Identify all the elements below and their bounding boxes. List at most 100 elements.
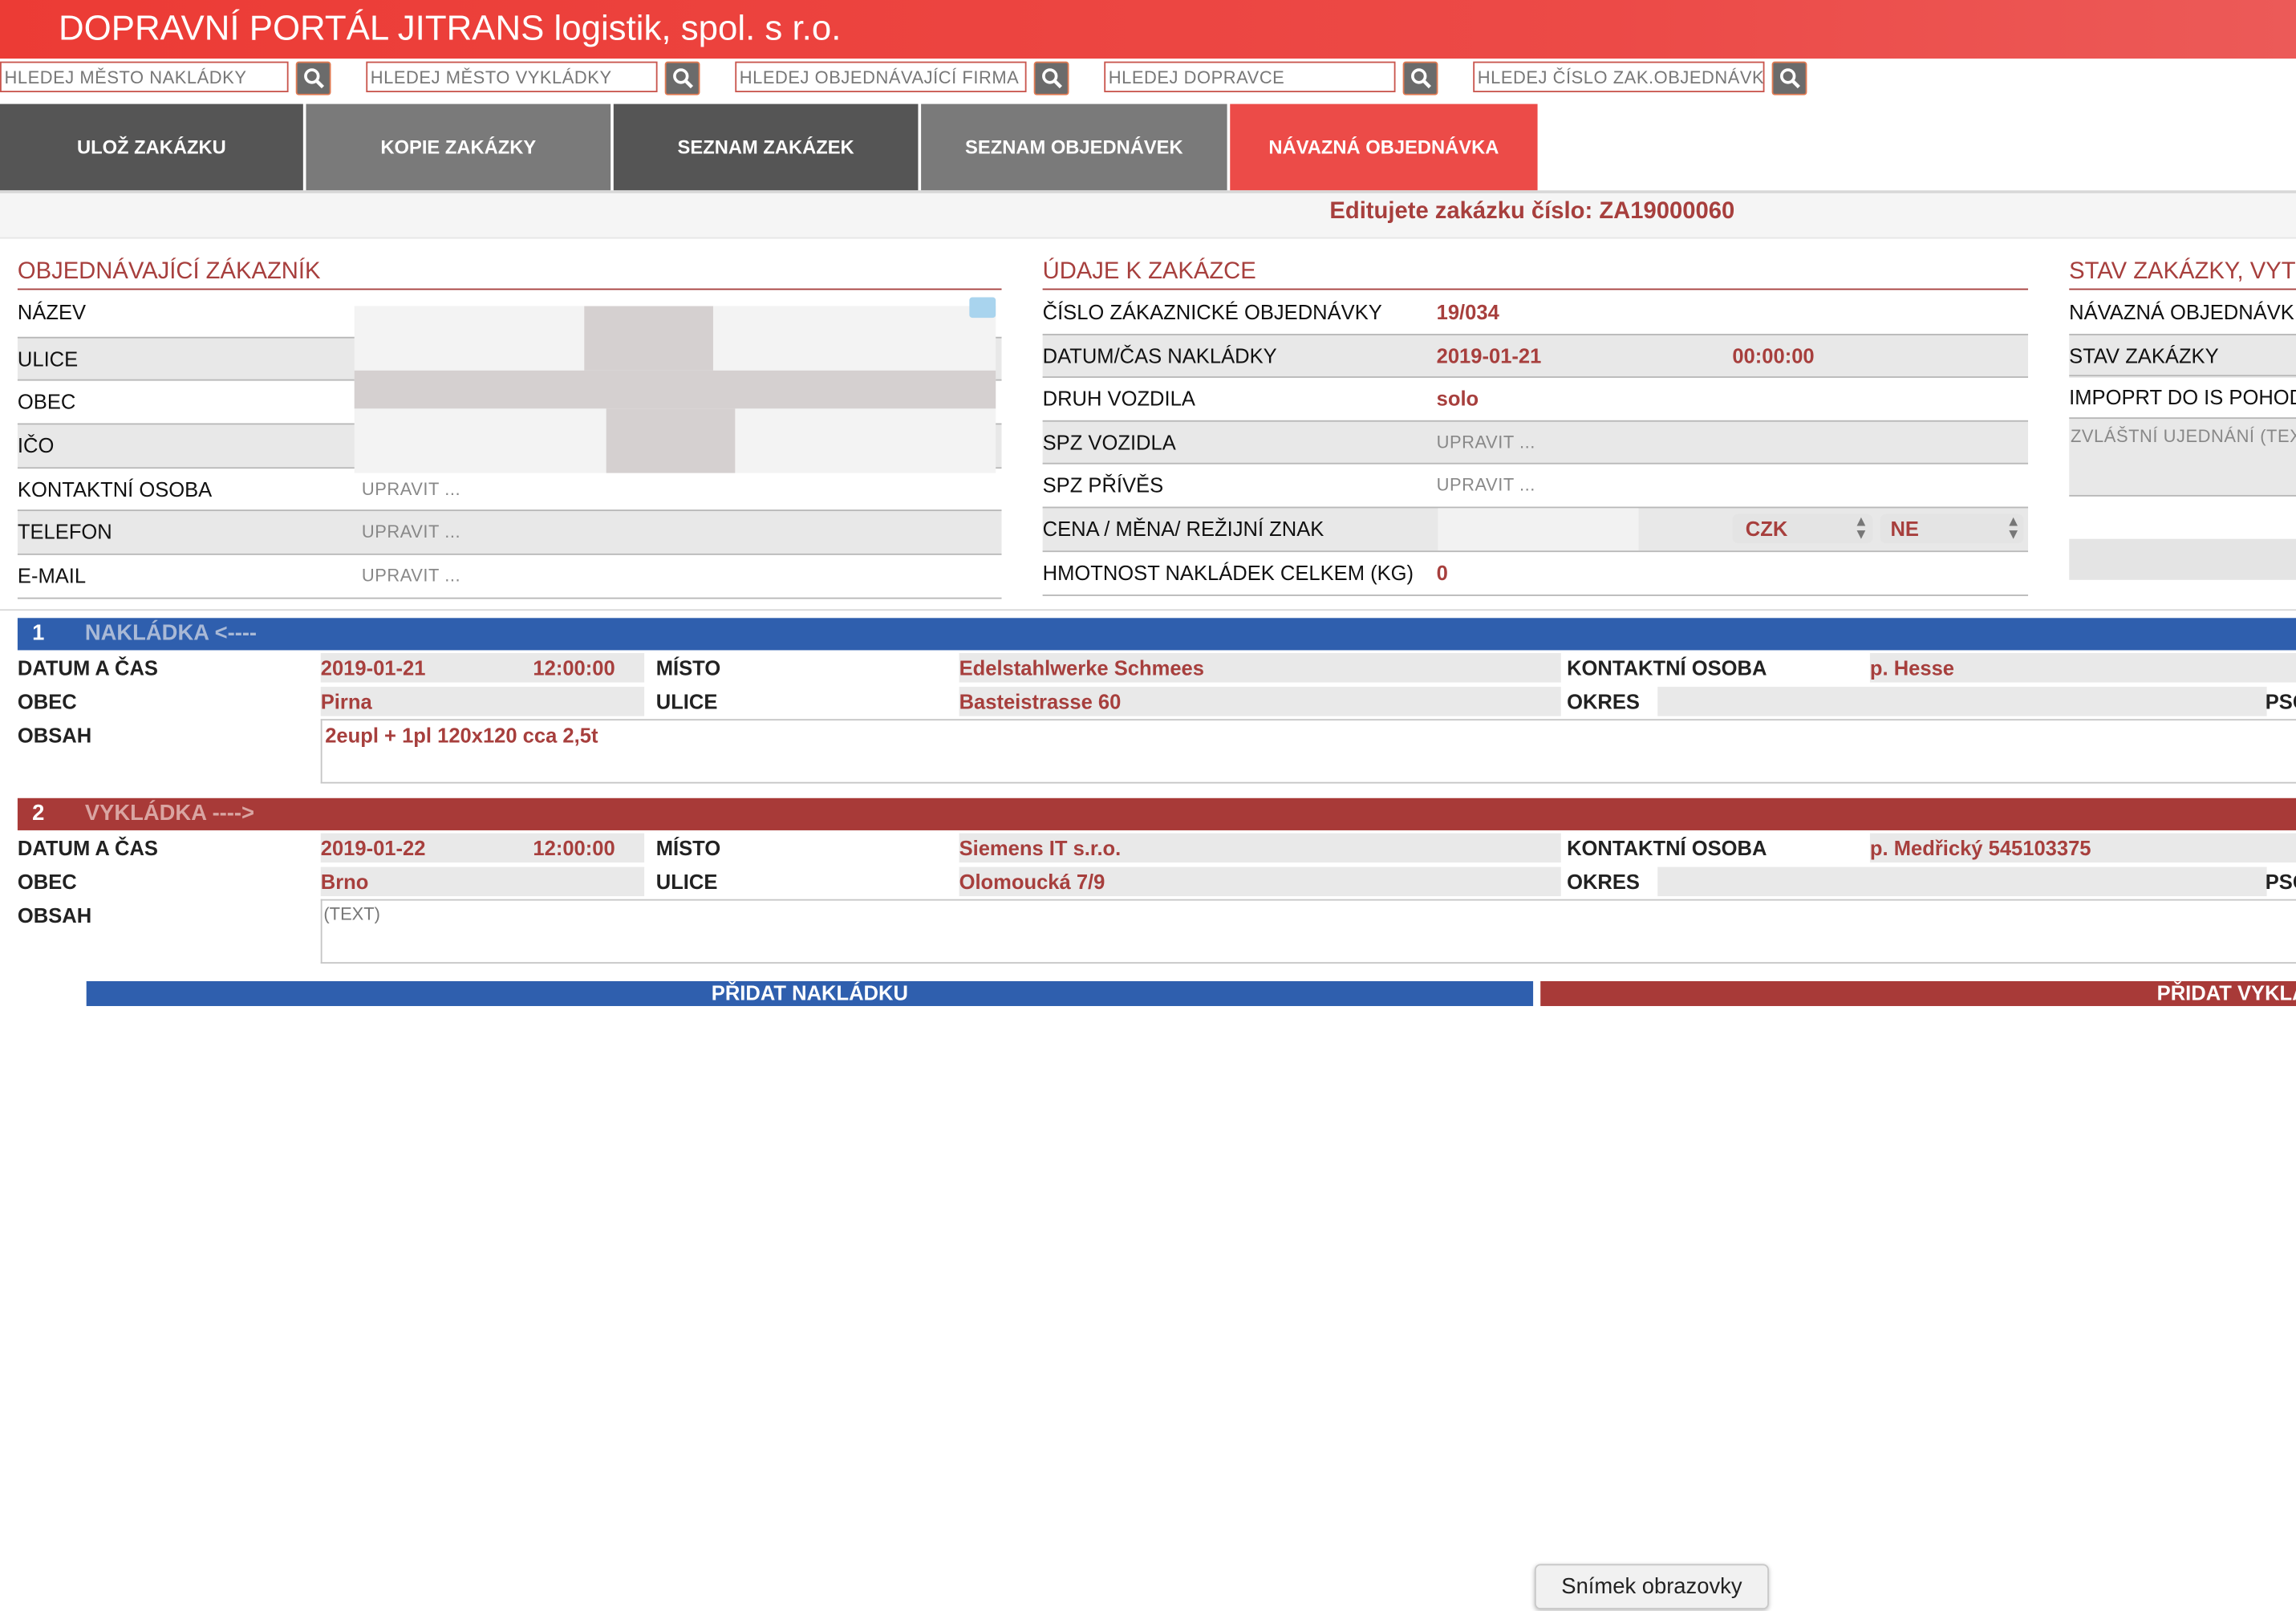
vehicle-type-row: DRUH VOZDILA solo <box>1042 376 2029 420</box>
status-action-button[interactable] <box>2069 538 2296 580</box>
search-load-city-button[interactable] <box>295 61 331 95</box>
search-load-city-input[interactable] <box>0 61 289 92</box>
section-divider <box>0 609 2296 611</box>
stop-date-field[interactable]: 2019-01-21 12:00:00 <box>320 653 645 683</box>
search-order-number-button[interactable] <box>1771 61 1807 95</box>
stop-city-field[interactable]: Pirna <box>320 687 645 716</box>
customer-contact-label: KONTAKTNÍ OSOBA <box>17 477 213 501</box>
customer-contact-edit[interactable]: UPRAVIT ... <box>361 478 461 500</box>
search-unload-city-input[interactable] <box>366 61 658 92</box>
status-follow-row: NÁVAZNÁ OBJEDNÁVK <box>2069 291 2296 334</box>
stop-number: 2 <box>32 801 45 826</box>
stop-date-value: 2019-01-21 <box>320 655 426 680</box>
search-group-order-number <box>1473 61 1810 95</box>
search-ordering-company-button[interactable] <box>1033 61 1069 95</box>
stop-city-value: Pirna <box>320 689 372 713</box>
copy-order-button[interactable]: KOPIE ZAKÁZKY <box>306 103 611 191</box>
stop-content-label: OBSAH <box>17 723 92 747</box>
order-section-divider <box>1042 288 2029 290</box>
stop-place-value: Edelstahlwerke Schmees <box>959 655 1204 680</box>
search-group-unload-city <box>366 61 703 95</box>
customer-ico-label: IČO <box>17 433 55 457</box>
search-ordering-company-input[interactable] <box>735 61 1027 92</box>
trailer-plate-row: SPZ PŘÍVĚS UPRAVIT ... <box>1042 462 2029 507</box>
stop-district-label: OKRES <box>1567 689 1640 713</box>
lookup-icon[interactable] <box>969 297 996 319</box>
stop-city-value: Brno <box>320 870 369 894</box>
stop-content-textarea[interactable]: (TEXT) <box>320 899 2296 964</box>
load-date-value[interactable]: 2019-01-21 <box>1436 343 1542 368</box>
edit-banner: Editujete zakázku číslo: ZA19000060 <box>0 193 2296 239</box>
follow-up-order-button[interactable]: NÁVAZNÁ OBJEDNÁVKA <box>1230 103 1538 191</box>
weight-value: 0 <box>1436 561 1448 585</box>
special-agreement-textarea[interactable]: ZVLÁŠTNÍ UJEDNÁNÍ (TEX <box>2069 417 2296 497</box>
currency-value: CZK <box>1745 517 1788 541</box>
save-order-button[interactable]: ULOŽ ZAKÁZKU <box>0 103 303 191</box>
search-icon <box>1042 68 1062 89</box>
customer-section-divider <box>17 288 1002 290</box>
vehicle-plate-edit[interactable]: UPRAVIT ... <box>1436 432 1535 453</box>
search-icon <box>673 68 694 89</box>
customer-order-row: ČÍSLO ZÁKAZNICKÉ OBJEDNÁVKY 19/034 <box>1043 291 2028 334</box>
search-unload-city-button[interactable] <box>664 61 700 95</box>
stop-place-label: MÍSTO <box>655 836 721 860</box>
stop-place-field[interactable]: Siemens IT s.r.o. <box>959 833 1561 863</box>
stop-date-label: DATUM A ČAS <box>17 836 158 860</box>
overhead-value: NE <box>1890 517 1919 541</box>
stop-contact-field[interactable]: p. Medřický 545103375 <box>1869 833 2296 863</box>
stop-name: NAKLÁDKA <---- <box>84 620 258 646</box>
customer-section-title: OBJEDNÁVAJÍCÍ ZÁKAZNÍK <box>17 259 321 285</box>
search-carrier-input[interactable] <box>1104 61 1396 92</box>
customer-email-edit[interactable]: UPRAVIT ... <box>361 565 461 586</box>
stop-district-field[interactable] <box>1657 687 2267 716</box>
vehicle-plate-row: SPZ VOZIDLA UPRAVIT ... <box>1042 420 2029 465</box>
stop-street-field[interactable]: Basteistrasse 60 <box>959 687 1561 716</box>
stop-district-field[interactable] <box>1657 866 2267 897</box>
trailer-plate-edit[interactable]: UPRAVIT ... <box>1436 474 1535 495</box>
currency-select[interactable]: CZK ▲ ▼ <box>1732 513 1873 544</box>
vehicle-type-value[interactable]: solo <box>1436 386 1479 411</box>
stop-header-unload: 2 VYKLÁDKA ----> <box>17 797 2296 830</box>
stop-street-value: Basteistrasse 60 <box>959 689 1122 713</box>
price-input[interactable] <box>1438 508 1639 551</box>
customer-phone-label: TELEFON <box>17 519 112 544</box>
vehicle-plate-label: SPZ VOZIDLA <box>1042 430 1176 454</box>
price-label: CENA / MĚNA/ REŽIJNÍ ZNAK <box>1042 517 1324 541</box>
load-time-value[interactable]: 00:00:00 <box>1732 343 1815 368</box>
search-group-ordering-company <box>735 61 1072 95</box>
stop-body-unload: DATUM A ČAS 2019-01-22 12:00:00 MÍSTO Si… <box>18 832 2296 970</box>
add-unload-button[interactable]: PŘIDAT VYKLÁDKU <box>1540 980 2296 1006</box>
order-section-title: ÚDAJE K ZAKÁZCE <box>1042 259 1256 285</box>
stop-body-load: DATUM A ČAS 2019-01-21 12:00:00 MÍSTO Ed… <box>18 651 2296 789</box>
customer-order-value[interactable]: 19/034 <box>1436 300 1499 324</box>
orders-list-button[interactable]: SEZNAM ZAKÁZEK <box>613 103 919 191</box>
stop-content-placeholder: (TEXT) <box>323 903 380 924</box>
stop-header-load: 1 NAKLÁDKA <---- <box>17 618 2296 651</box>
stop-contact-field[interactable]: p. Hesse <box>1869 653 2296 683</box>
stop-date-field[interactable]: 2019-01-22 12:00:00 <box>320 833 645 863</box>
app-title: DOPRAVNÍ PORTÁL JITRANS logistik, spol. … <box>59 8 842 49</box>
overhead-select[interactable]: NE ▲ ▼ <box>1880 513 2024 544</box>
stop-contact-label: KONTAKTNÍ OSOBA <box>1567 836 1767 860</box>
customer-email-label: E-MAIL <box>17 563 87 587</box>
search-icon <box>1411 68 1431 89</box>
purchase-orders-list-button[interactable]: SEZNAM OBJEDNÁVEK <box>921 103 1227 191</box>
customer-phone-edit[interactable]: UPRAVIT ... <box>361 521 461 542</box>
vehicle-type-label: DRUH VOZDILA <box>1042 386 1195 411</box>
stop-contact-value: p. Hesse <box>1869 655 1955 680</box>
search-order-number-input[interactable] <box>1473 61 1765 92</box>
search-carrier-button[interactable] <box>1402 61 1438 95</box>
stop-district-label: OKRES <box>1567 870 1640 894</box>
stop-content-label: OBSAH <box>17 903 92 927</box>
stop-city-label: OBEC <box>17 689 77 713</box>
status-section: STAV ZAKÁZKY, VYT NÁVAZNÁ OBJEDNÁVK STAV… <box>2069 249 2296 600</box>
stop-place-field[interactable]: Edelstahlwerke Schmees <box>959 653 1561 683</box>
stop-street-label: ULICE <box>655 689 718 713</box>
add-load-button[interactable]: PŘIDAT NAKLÁDKU <box>86 980 1534 1006</box>
search-group-load-city <box>0 61 334 95</box>
load-datetime-label: DATUM/ČAS NAKLÁDKY <box>1042 343 1277 368</box>
stop-street-field[interactable]: Olomoucká 7/9 <box>959 866 1561 897</box>
edit-banner-text: Editujete zakázku číslo: ZA19000060 <box>1329 199 1735 225</box>
stop-content-textarea[interactable]: 2eupl + 1pl 120x120 cca 2,5t <box>320 719 2296 784</box>
stop-city-field[interactable]: Brno <box>320 866 645 897</box>
